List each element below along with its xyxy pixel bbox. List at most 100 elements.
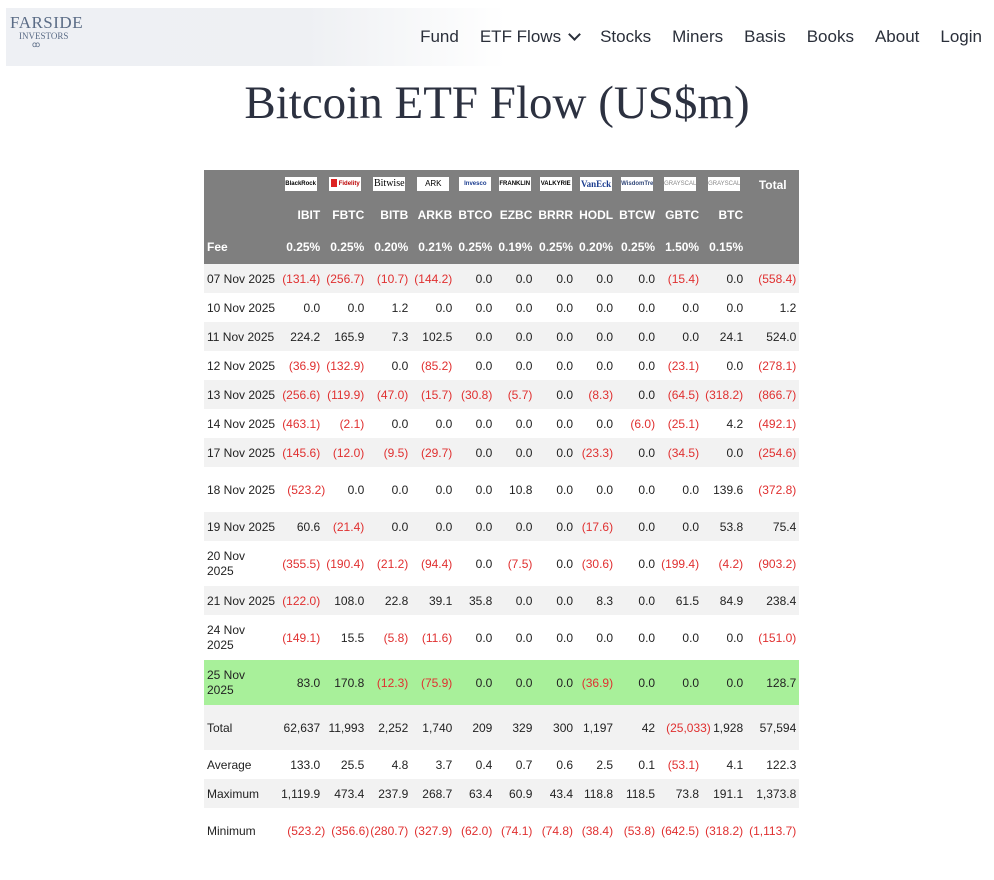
flow-value-cell: 329 [512, 720, 533, 735]
flow-value-cell: 122.3 [766, 757, 797, 772]
flow-value-cell: (29.7) [420, 445, 453, 460]
flow-value-cell: (74.1) [501, 823, 533, 838]
main-nav: Fund ETF Flows Stocks Miners Basis Books… [399, 27, 982, 47]
ticker-cell: EZBC [495, 200, 536, 230]
table-row: 13 Nov 2025 (256.6) (119.9) (47.0) (15.7) (30… [204, 380, 800, 409]
flow-value-cell: (190.4) [326, 556, 365, 571]
nav-about[interactable]: About [874, 27, 920, 46]
flow-value-cell: (119.9) [327, 387, 365, 402]
flow-value-cell: (4.2) [718, 556, 744, 571]
issuer-logo-cell: Bitwise [367, 170, 412, 200]
flow-value-cell: 1,119.9 [281, 786, 321, 801]
flow-value-cell: 0.0 [638, 358, 656, 373]
chevron-down-icon [568, 28, 581, 41]
header-fee-row: Fee 0.25% 0.25% 0.20% 0.21% 0.25% 0.19% 0.25% 0.… [204, 230, 800, 264]
flow-value-cell: 7.3 [391, 329, 409, 344]
row-date: 10 Nov 2025 [207, 300, 276, 315]
flow-value-cell: 4.2 [726, 416, 744, 431]
flow-value-cell: 60.6 [296, 519, 321, 534]
flow-value-cell: 0.0 [475, 482, 493, 497]
issuer-logo: FRANKLIN TEMPLETON [499, 176, 532, 191]
flow-value-cell: 0.0 [726, 358, 744, 373]
flow-value-cell: 0.0 [556, 556, 574, 571]
row-date: 07 Nov 2025 [207, 271, 276, 286]
flow-value-cell: (94.4) [420, 556, 453, 571]
flow-value-cell: 60.9 [509, 786, 533, 801]
flow-value-cell: 170.8 [334, 675, 365, 690]
row-date: 14 Nov 2025 [207, 416, 276, 431]
flow-value-cell: (256.7) [326, 271, 365, 286]
issuer-logo: Fidelity [329, 176, 362, 191]
issuer-logo-cell: Fidelity [323, 170, 368, 200]
row-date: 24 Nov 2025 [204, 615, 278, 660]
nav-etf-flows[interactable]: ETF Flows [479, 27, 581, 47]
flow-value-cell: 0.0 [303, 300, 321, 315]
row-date: 19 Nov 2025 [207, 519, 276, 534]
flow-value-cell: (492.1) [758, 416, 797, 431]
nav-books[interactable]: Books [806, 27, 854, 46]
flow-value-cell: 62,637 [283, 720, 321, 735]
flow-value-cell: 524.0 [766, 329, 797, 344]
farside-logo[interactable]: FARSIDE INVESTORS ꝏ [10, 14, 83, 58]
flow-value-cell: (38.4) [581, 823, 614, 838]
nav-fund[interactable]: Fund [420, 27, 459, 46]
table-row: 20 Nov 2025 (355.5) (190.4) (21.2) (94.4) 0.0… [204, 541, 800, 586]
logo-mark-icon: ꝏ [32, 40, 41, 49]
flow-value-cell: 73.8 [675, 786, 700, 801]
flow-value-cell: 0.0 [475, 358, 493, 373]
flow-value-cell: 0.0 [515, 630, 533, 645]
table-row: 11 Nov 2025 224.2 165.9 7.3 102.5 0.0 0.0 0.0 0.… [204, 322, 800, 351]
fee-cell: 0.25% [278, 230, 324, 264]
fee-cell: 0.20% [576, 230, 617, 264]
flow-value-cell: 0.0 [682, 675, 700, 690]
flow-value-cell: (327.9) [414, 823, 453, 838]
flow-value-cell: 0.0 [475, 630, 493, 645]
ticker-cell: ARKB [411, 200, 456, 230]
issuer-logo-cell: FRANKLIN TEMPLETON [495, 170, 536, 200]
flow-value-cell: 4.1 [726, 757, 744, 772]
flow-value-cell: 237.9 [378, 786, 409, 801]
summary-label: Average [207, 757, 252, 772]
nav-miners[interactable]: Miners [672, 27, 724, 46]
flow-value-cell: (8.3) [588, 387, 614, 402]
nav-etf-flows-label: ETF Flows [479, 27, 562, 46]
flow-value-cell: 0.0 [435, 519, 453, 534]
nav-login[interactable]: Login [940, 27, 982, 46]
summary-label: Minimum [207, 823, 256, 838]
wrapped-value: (356.6) [331, 823, 370, 838]
flow-value-cell: 0.6 [556, 757, 574, 772]
fee-cell: 1.50% [658, 230, 703, 264]
table-row: 19 Nov 2025 60.6 (21.4) 0.0 0.0 0.0 0.0 0.0 (17.… [204, 512, 800, 541]
flow-value-cell: 0.0 [515, 519, 533, 534]
flow-value-cell: 0.0 [596, 329, 614, 344]
flow-value-cell: 83.0 [296, 675, 321, 690]
issuer-logo: GRAYSCALE [664, 176, 697, 191]
flow-value-cell: 0.0 [475, 271, 493, 286]
flow-value-cell: 0.0 [638, 593, 656, 608]
flow-value-cell: (149.1) [282, 630, 321, 645]
flow-value-cell: 8.3 [596, 593, 614, 608]
flow-value-cell: 0.0 [435, 300, 453, 315]
fee-label: Fee [204, 230, 279, 264]
flow-value-cell: 165.9 [334, 329, 365, 344]
issuer-logo: VanEck [580, 176, 613, 191]
flow-value-cell: 4.8 [391, 757, 409, 772]
flow-value-cell: 10.8 [509, 482, 533, 497]
nav-stocks[interactable]: Stocks [600, 27, 652, 46]
flow-value-cell: (1,113.7) [749, 823, 797, 838]
flow-value-cell: (463.1) [282, 416, 321, 431]
flow-value-cell: (372.8) [758, 482, 797, 497]
fee-cell: 0.25% [455, 230, 496, 264]
flow-value-cell: (53.8) [623, 823, 656, 838]
issuer-logo-cell: Invesco [455, 170, 496, 200]
issuer-logo-cell: VALKYRIE [535, 170, 577, 200]
issuer-logo-cell: VanEck [576, 170, 617, 200]
flow-value-cell: (47.0) [376, 387, 409, 402]
flow-value-cell: 22.8 [384, 593, 409, 608]
fee-cell: 0.19% [495, 230, 536, 264]
flow-value-cell: (74.8) [541, 823, 574, 838]
nav-basis[interactable]: Basis [744, 27, 786, 46]
flow-value-cell: (318.2) [705, 387, 744, 402]
ticker-cell: BTCW [616, 200, 659, 230]
header-corner-cell [204, 170, 279, 200]
